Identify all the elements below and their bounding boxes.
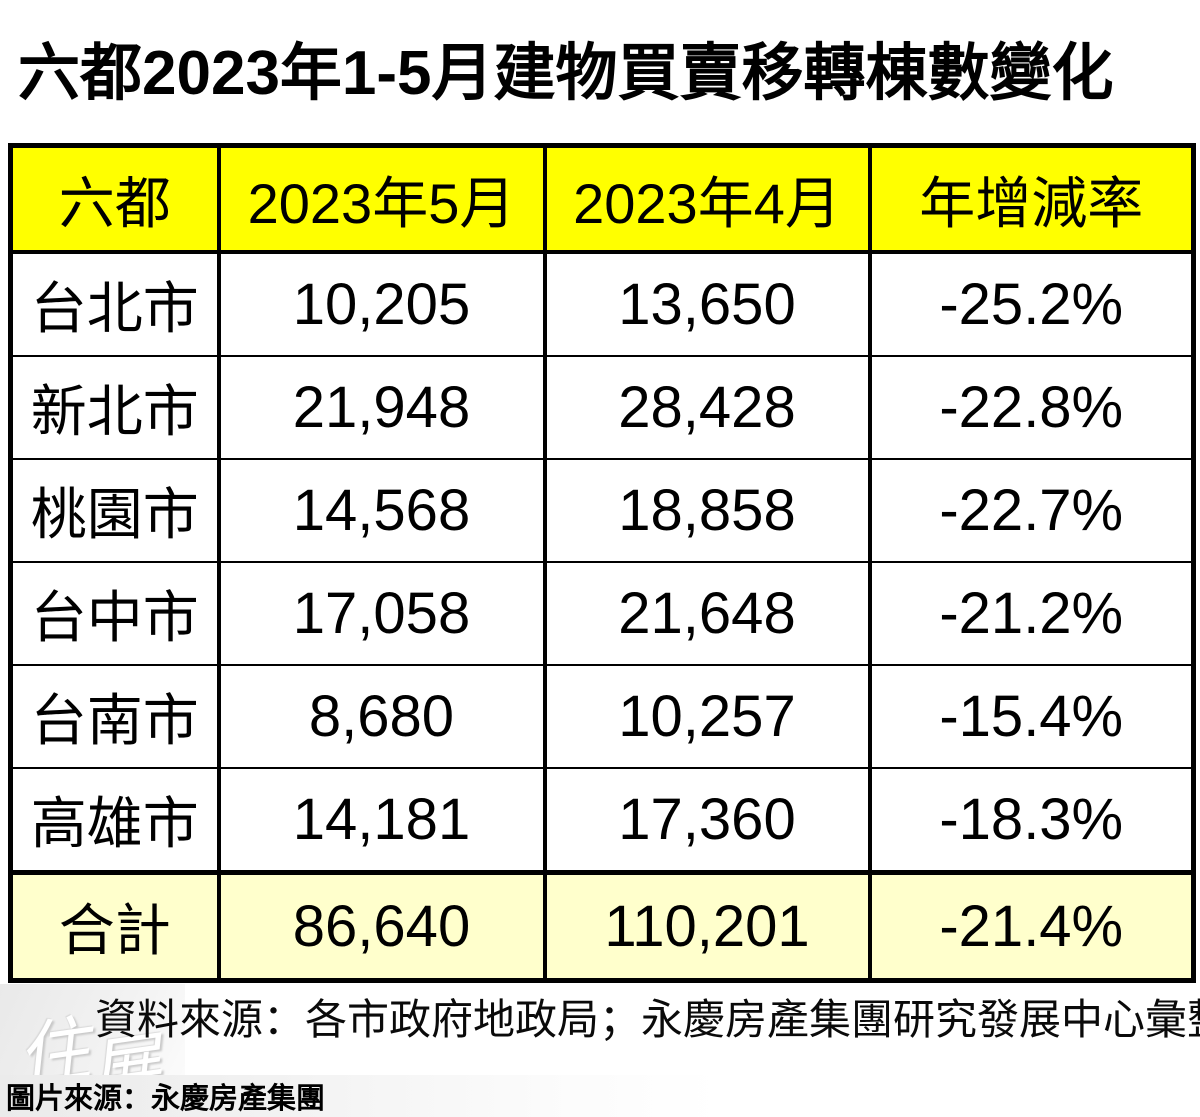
total-change-value: -21.4%	[867, 870, 1196, 982]
change-value: -22.7%	[867, 458, 1196, 563]
table-row: 高雄市 14,181 17,360 -18.3%	[8, 767, 1196, 874]
city-name: 台南市	[8, 664, 221, 769]
column-header-city: 六都	[8, 144, 221, 254]
apr-value: 28,428	[542, 355, 872, 460]
city-name: 高雄市	[8, 767, 221, 874]
change-value: -21.2%	[867, 561, 1196, 666]
page-title: 六都2023年1-5月建物買賣移轉棟數變化	[18, 39, 1114, 108]
may-value: 10,205	[216, 251, 547, 357]
apr-value: 10,257	[542, 664, 872, 769]
column-header-2023-apr: 2023年4月	[542, 144, 872, 254]
data-source-note: 資料來源：各市政府地政局；永慶房產集團研究發展中心彙整	[95, 996, 1200, 1043]
city-name: 新北市	[8, 355, 221, 460]
city-name: 桃園市	[8, 458, 221, 563]
change-value: -15.4%	[867, 664, 1196, 769]
total-label: 合計	[8, 870, 221, 982]
table-header-row: 六都 2023年5月 2023年4月 年增減率	[8, 144, 1196, 254]
apr-value: 17,360	[542, 767, 872, 874]
table-row: 桃園市 14,568 18,858 -22.7%	[8, 458, 1196, 563]
may-value: 14,181	[216, 767, 547, 874]
apr-value: 18,858	[542, 458, 872, 563]
column-header-2023-may: 2023年5月	[216, 144, 547, 254]
may-value: 8,680	[216, 664, 547, 769]
apr-value: 13,650	[542, 251, 872, 357]
column-header-change-rate: 年增減率	[867, 144, 1196, 254]
table-row: 台北市 10,205 13,650 -25.2%	[8, 251, 1196, 357]
city-name: 台北市	[8, 251, 221, 357]
apr-value: 21,648	[542, 561, 872, 666]
city-transactions-table: 六都 2023年5月 2023年4月 年增減率 台北市 10,205 13,65…	[8, 143, 1196, 983]
table-total-row: 合計 86,640 110,201 -21.4%	[8, 870, 1196, 982]
total-may-value: 86,640	[216, 870, 547, 982]
may-value: 14,568	[216, 458, 547, 563]
image-credit-strip: 圖片來源：永慶房產集團	[0, 1075, 1200, 1117]
table-row: 新北市 21,948 28,428 -22.8%	[8, 355, 1196, 460]
image-credit-text: 圖片來源：永慶房產集團	[6, 1083, 326, 1115]
change-value: -25.2%	[867, 251, 1196, 357]
table-row: 台中市 17,058 21,648 -21.2%	[8, 561, 1196, 666]
change-value: -18.3%	[867, 767, 1196, 874]
table-row: 台南市 8,680 10,257 -15.4%	[8, 664, 1196, 769]
may-value: 17,058	[216, 561, 547, 666]
may-value: 21,948	[216, 355, 547, 460]
city-name: 台中市	[8, 561, 221, 666]
total-apr-value: 110,201	[542, 870, 872, 982]
change-value: -22.8%	[867, 355, 1196, 460]
